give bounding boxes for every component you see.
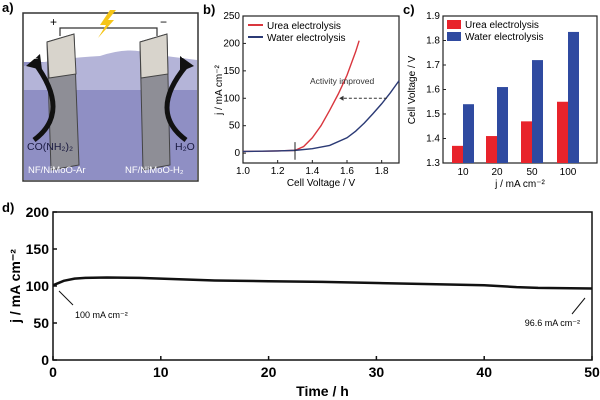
x-tick-label: 1.0 xyxy=(236,166,250,177)
y-tick-label: 150 xyxy=(223,66,240,77)
bar-water xyxy=(532,60,543,163)
series-line-0 xyxy=(242,40,360,153)
n2-label: N₂ xyxy=(26,49,38,61)
water-label: H₂O xyxy=(175,141,195,153)
bar-water xyxy=(497,87,508,163)
cathode-label: NF/NiMoO-H₂ xyxy=(125,165,184,176)
x-tick-label: 30 xyxy=(369,364,385,380)
x-axis-label: Cell Voltage / V xyxy=(287,178,356,189)
h2-label: H₂ xyxy=(181,49,193,61)
y-tick-label: 0 xyxy=(234,148,240,159)
y-tick-label: 1.4 xyxy=(426,134,440,145)
arrowhead-icon xyxy=(339,95,344,101)
legend-label: Urea electrolysis xyxy=(267,21,341,32)
bar-urea xyxy=(486,136,497,163)
lightning-bolt-icon xyxy=(98,10,116,38)
annotation-label-start: 100 mA cm⁻² xyxy=(75,310,128,320)
y-tick-label: 50 xyxy=(229,121,241,132)
y-axis-label: Cell Voltage / V xyxy=(407,55,418,124)
x-tick-label: 1.8 xyxy=(375,166,389,177)
y-axis-label: j / mA cm⁻² xyxy=(7,249,23,324)
series-line-1 xyxy=(242,80,400,153)
y-tick-label: 1.9 xyxy=(426,11,440,22)
y-tick-label: 1.6 xyxy=(426,85,440,96)
y-tick-label: 200 xyxy=(26,204,50,220)
right-arrow-icon xyxy=(164,64,188,143)
legend-label: Water electrolysis xyxy=(267,33,346,44)
panel-label-b: b) xyxy=(203,2,215,17)
x-tick-label: 1.6 xyxy=(340,166,354,177)
plus-label: + xyxy=(50,15,57,29)
x-tick-label: 10 xyxy=(457,167,469,178)
anode-label: NF/NiMoO-Ar xyxy=(28,165,86,176)
wire xyxy=(59,27,158,36)
annotation-arrow-start xyxy=(58,290,74,306)
bar-urea xyxy=(452,145,463,163)
annotation-label: Activity improved xyxy=(310,76,375,86)
x-tick-label: 20 xyxy=(491,167,503,178)
annotation-arrow-end xyxy=(571,297,586,315)
y-tick-label: 1.8 xyxy=(426,36,440,47)
y-tick-label: 1.3 xyxy=(426,158,440,169)
bar-water xyxy=(568,31,579,163)
x-axis-label: Time / h xyxy=(296,383,349,399)
x-tick-label: 100 xyxy=(560,167,577,178)
y-tick-label: 150 xyxy=(26,241,50,257)
minus-label: − xyxy=(160,15,167,29)
x-tick-label: 20 xyxy=(261,364,277,380)
bar-urea xyxy=(521,121,532,163)
panel-a-illustration: + − N₂ H₂ CO(NH₂)₂ H₂O NF/NiMoO-Ar NF/Ni… xyxy=(22,10,199,182)
x-tick-label: 1.2 xyxy=(271,166,285,177)
y-tick-label: 50 xyxy=(33,315,49,331)
y-tick-label: 0 xyxy=(41,352,49,368)
y-tick-label: 100 xyxy=(26,278,50,294)
x-tick-label: 50 xyxy=(526,167,538,178)
x-tick-label: 1.4 xyxy=(305,166,319,177)
panel-label-c: c) xyxy=(403,2,415,17)
bar-urea xyxy=(557,101,568,163)
legend-label: Water electrolysis xyxy=(465,32,544,43)
y-axis-label: j / mA cm⁻² xyxy=(214,64,225,115)
x-axis-label: j / mA cm⁻² xyxy=(494,179,545,190)
bar-water xyxy=(463,104,474,163)
legend-label: Urea electrolysis xyxy=(465,20,539,31)
panel-label-d: d) xyxy=(2,200,14,215)
stability-curve xyxy=(52,276,593,290)
x-tick-label: 0 xyxy=(49,364,57,380)
y-tick-label: 1.5 xyxy=(426,109,440,120)
x-tick-label: 10 xyxy=(153,364,169,380)
plot-frame xyxy=(242,15,400,164)
legend-swatch xyxy=(447,20,461,29)
y-tick-label: 200 xyxy=(223,38,240,49)
legend-swatch xyxy=(447,32,461,41)
y-tick-label: 100 xyxy=(223,93,240,104)
left-arrow-icon xyxy=(32,60,56,143)
panel-label-a: a) xyxy=(2,0,14,15)
y-tick-label: 1.7 xyxy=(426,60,440,71)
annotation-label-end: 96.6 mA cm⁻² xyxy=(525,318,580,328)
urea-label: CO(NH₂)₂ xyxy=(27,141,73,153)
x-tick-label: 40 xyxy=(476,364,492,380)
x-tick-label: 50 xyxy=(584,364,600,380)
y-tick-label: 250 xyxy=(223,11,240,22)
